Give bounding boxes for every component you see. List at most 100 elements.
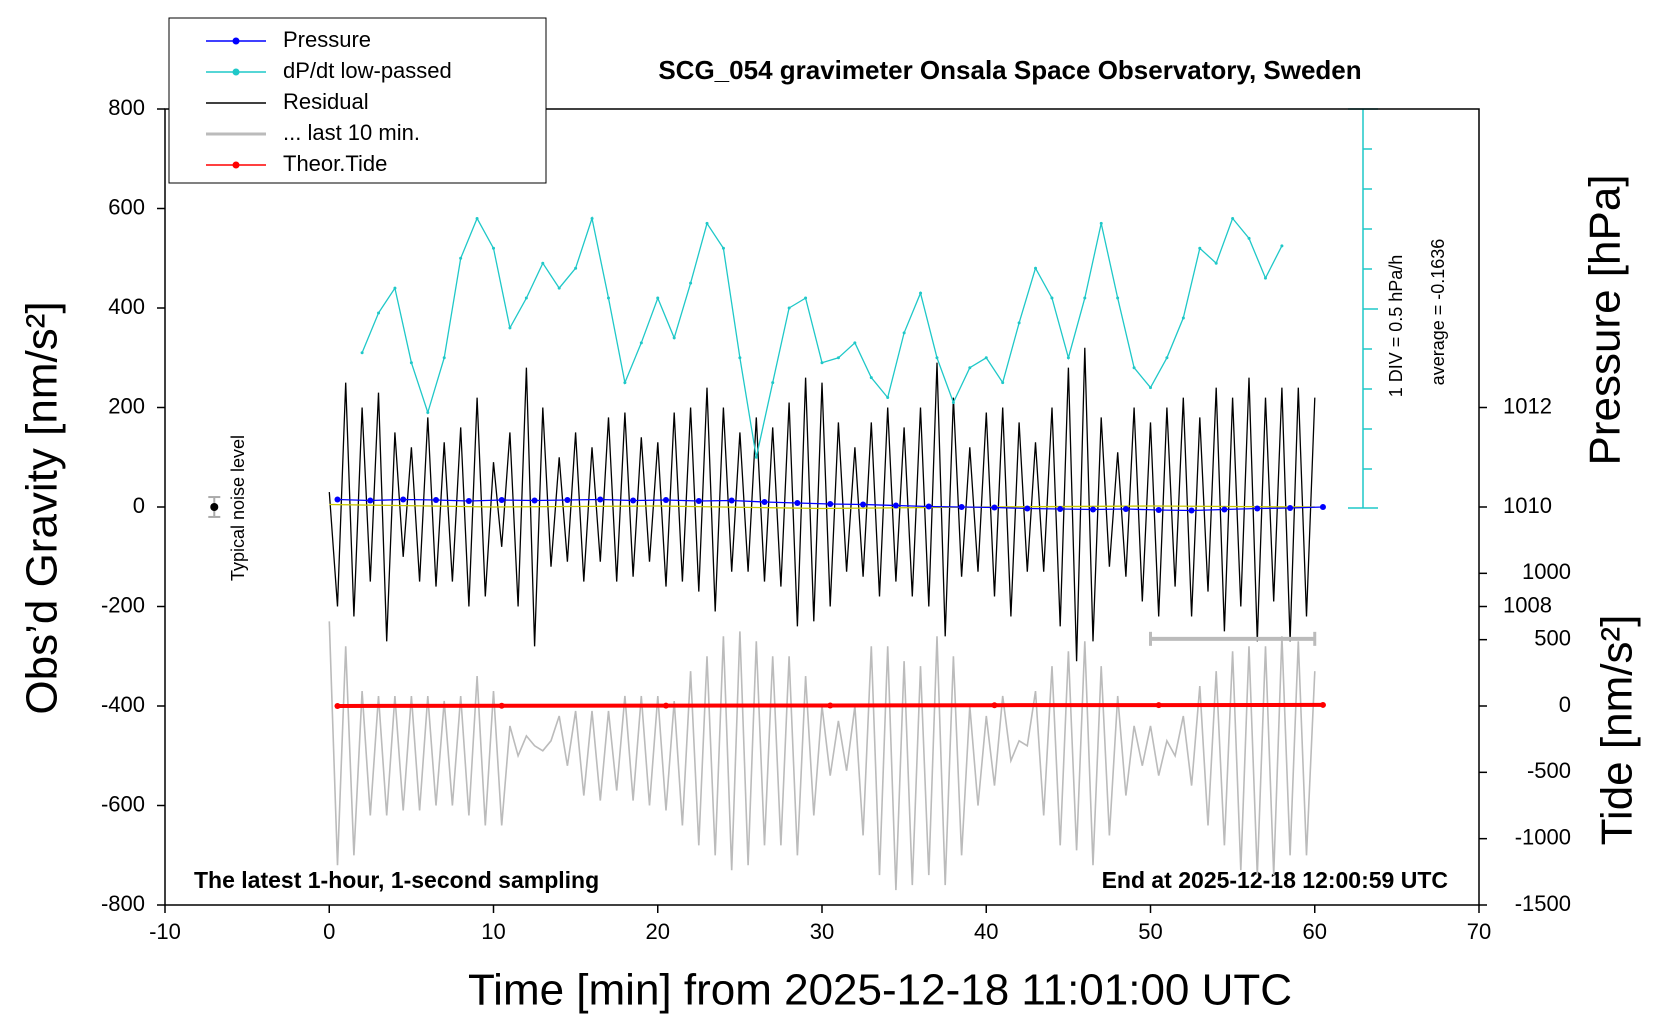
legend-label: ... last 10 min.: [283, 120, 420, 145]
x-tick-label: 40: [974, 919, 998, 944]
y-tick-label: -200: [101, 592, 145, 617]
series-point: [367, 497, 374, 504]
series-point: [892, 502, 899, 509]
y-tick-label: 600: [108, 194, 145, 219]
series-point: [1116, 296, 1120, 300]
series-point: [1017, 321, 1021, 325]
y3-tick-label: -1500: [1515, 891, 1571, 916]
series-point: [630, 497, 637, 504]
series-point: [1263, 276, 1267, 280]
series-point: [400, 496, 407, 503]
y3-tick-label: 1000: [1522, 559, 1571, 584]
series-point: [1221, 506, 1228, 513]
x-tick-label: 0: [323, 919, 335, 944]
legend-label: Residual: [283, 89, 369, 114]
chart-title: SCG_054 gravimeter Onsala Space Observat…: [658, 55, 1361, 85]
series-point: [1198, 246, 1202, 250]
y2-axis-title: Pressure [hPa]: [1581, 174, 1630, 465]
series-point: [360, 351, 364, 355]
series-point: [1181, 316, 1185, 320]
y3-tick-label: -1000: [1515, 824, 1571, 849]
series-point: [991, 702, 998, 709]
series-point: [574, 266, 578, 270]
series-point: [1024, 505, 1031, 512]
series-point: [1319, 504, 1326, 510]
series-point: [827, 501, 834, 508]
series-point: [860, 501, 867, 508]
series-point: [1188, 507, 1195, 514]
series-point: [827, 702, 834, 709]
series-point: [1280, 244, 1284, 248]
annotation: average = -0.1636: [1428, 239, 1448, 386]
series-point: [754, 455, 758, 459]
series-line: [361, 215, 1283, 458]
series-point: [787, 306, 791, 310]
x-tick-label: 60: [1303, 919, 1327, 944]
series-point: [590, 216, 594, 220]
series-point: [433, 497, 440, 504]
series-point: [1254, 505, 1261, 512]
x-tick-label: 10: [481, 919, 505, 944]
series-point: [597, 496, 604, 503]
noise-point: [210, 503, 219, 511]
series-point: [925, 503, 932, 510]
series-point: [984, 356, 988, 360]
series-point: [968, 366, 972, 370]
series-point: [991, 504, 998, 511]
legend-box: [168, 17, 547, 184]
series-point: [524, 296, 528, 300]
series-point: [771, 381, 775, 385]
y2-tick-label: 1008: [1503, 592, 1552, 617]
series-point: [492, 246, 495, 250]
series-point: [705, 221, 709, 225]
x-tick-label: 70: [1467, 919, 1491, 944]
legend-label: Theor.Tide: [283, 151, 387, 176]
series-point: [475, 216, 479, 220]
series-point: [804, 296, 808, 300]
series-point: [1155, 702, 1162, 709]
y-tick-label: -400: [101, 692, 145, 717]
y-tick-label: -600: [101, 791, 145, 816]
series-point: [1231, 216, 1235, 220]
series-point: [662, 702, 669, 709]
series-point: [935, 356, 939, 360]
series-line: [328, 621, 1316, 891]
annotation: End at 2025-12-18 12:00:59 UTC: [1102, 867, 1448, 893]
series-line: [328, 347, 1316, 662]
series-point: [662, 497, 669, 504]
y-axis-title: Obs’d Gravity [nm/s²]: [18, 301, 67, 714]
series-point: [531, 497, 538, 504]
series-point: [853, 341, 857, 345]
series-point: [672, 336, 676, 340]
legend-label: Pressure: [283, 27, 371, 52]
series-point: [409, 361, 413, 365]
y2-tick-label: 1012: [1503, 393, 1552, 418]
series-point: [820, 361, 824, 365]
x-tick-label: 50: [1138, 919, 1162, 944]
y2-tick-label: 1010: [1503, 493, 1552, 518]
series-point: [606, 296, 610, 300]
series-point: [1287, 504, 1294, 511]
series-point: [442, 356, 446, 360]
series-point: [728, 497, 735, 504]
y-tick-label: -800: [101, 891, 145, 916]
x-axis-title: Time [min] from 2025-12-18 11:01:00 UTC: [468, 966, 1292, 1015]
series-point: [761, 499, 768, 506]
series-point: [564, 497, 571, 504]
series-point: [1099, 221, 1103, 225]
series-line: [329, 503, 1315, 510]
x-tick-label: -10: [149, 919, 181, 944]
series-point: [465, 498, 472, 505]
series-point: [836, 356, 840, 360]
series-point: [919, 291, 923, 295]
series-point: [886, 396, 890, 400]
series-point: [738, 356, 742, 360]
series-point: [695, 498, 702, 505]
series-point: [623, 381, 627, 385]
series-point: [869, 376, 873, 380]
series-point: [377, 311, 381, 315]
series-point: [393, 286, 397, 290]
y-tick-label: 400: [108, 294, 145, 319]
y3-tick-label: 500: [1534, 625, 1571, 650]
y3-tick-label: 0: [1559, 692, 1571, 717]
